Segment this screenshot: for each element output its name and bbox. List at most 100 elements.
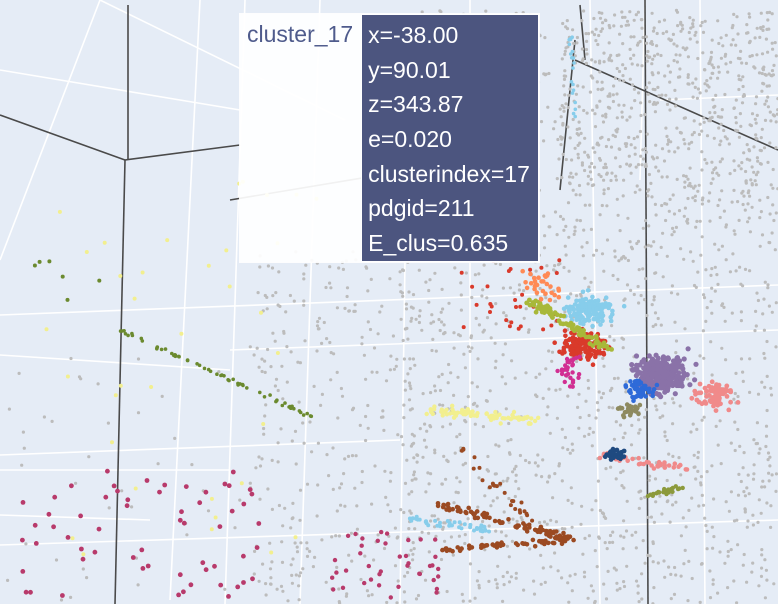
- data-point: [756, 159, 760, 163]
- data-point: [457, 520, 462, 525]
- data-point: [768, 464, 772, 468]
- data-point: [163, 347, 168, 351]
- data-point: [643, 383, 648, 389]
- data-point: [672, 592, 677, 597]
- data-point: [497, 444, 501, 448]
- data-point: [639, 154, 643, 158]
- data-point: [441, 425, 445, 429]
- grid-line: [659, 94, 778, 101]
- data-point: [620, 110, 624, 114]
- data-point: [87, 455, 91, 459]
- data-point: [285, 345, 289, 349]
- data-point: [266, 264, 270, 268]
- data-point: [350, 408, 355, 412]
- data-point: [538, 297, 544, 302]
- data-point: [429, 391, 433, 395]
- data-point: [735, 601, 739, 604]
- data-point: [737, 218, 741, 222]
- data-point: [455, 476, 459, 480]
- data-point: [474, 302, 479, 307]
- data-point: [488, 389, 492, 393]
- data-point: [519, 515, 523, 520]
- data-point: [384, 531, 390, 536]
- data-point: [449, 523, 453, 528]
- data-point: [576, 307, 581, 312]
- data-point: [597, 343, 603, 348]
- data-point: [280, 540, 284, 544]
- data-point: [580, 289, 586, 295]
- data-point: [124, 503, 130, 509]
- data-point: [404, 302, 408, 306]
- data-point: [224, 248, 229, 253]
- data-point: [622, 178, 626, 182]
- data-point: [635, 370, 641, 376]
- data-point: [610, 59, 614, 63]
- data-point: [322, 320, 326, 325]
- data-point: [452, 520, 457, 525]
- data-point: [571, 56, 576, 60]
- data-point: [671, 465, 677, 470]
- data-point: [545, 264, 549, 268]
- data-point: [621, 337, 626, 341]
- data-point: [693, 184, 697, 188]
- data-point: [632, 379, 638, 384]
- data-point: [610, 446, 616, 452]
- data-point: [302, 299, 306, 303]
- data-point: [736, 543, 740, 547]
- data-point: [675, 60, 680, 64]
- data-point: [654, 404, 658, 408]
- data-point: [598, 213, 602, 217]
- data-point: [217, 524, 223, 529]
- data-point: [553, 264, 557, 268]
- data-point: [627, 387, 633, 393]
- data-point: [596, 87, 600, 91]
- data-point: [440, 372, 444, 376]
- data-point: [437, 375, 441, 379]
- data-point: [564, 25, 568, 29]
- data-point: [236, 383, 240, 387]
- data-point: [595, 80, 599, 84]
- data-point: [253, 549, 257, 554]
- data-point: [641, 267, 645, 271]
- data-point: [559, 369, 565, 374]
- data-point: [633, 99, 637, 103]
- data-point: [393, 564, 398, 568]
- data-point: [275, 351, 280, 355]
- data-point: [522, 541, 528, 546]
- data-point: [610, 308, 615, 314]
- data-point: [260, 369, 264, 374]
- data-point: [658, 367, 664, 373]
- data-point: [436, 574, 441, 579]
- data-point: [647, 172, 652, 177]
- data-point: [641, 35, 645, 40]
- data-point: [239, 481, 244, 486]
- data-point: [737, 87, 741, 92]
- data-point: [575, 359, 579, 364]
- data-point: [586, 313, 591, 319]
- data-point: [637, 490, 641, 494]
- box-edge: [124, 144, 241, 161]
- data-point: [757, 584, 761, 588]
- data-point: [574, 193, 578, 197]
- data-point: [590, 362, 596, 368]
- data-point: [636, 163, 641, 167]
- data-point: [695, 219, 699, 223]
- data-point: [562, 109, 566, 113]
- data-point: [417, 314, 422, 318]
- data-point: [81, 567, 85, 571]
- data-point: [686, 73, 690, 77]
- data-point: [723, 319, 727, 323]
- data-point: [268, 541, 272, 545]
- data-point: [739, 310, 744, 314]
- data-point: [229, 508, 235, 514]
- data-point: [328, 340, 332, 345]
- data-point: [500, 542, 506, 548]
- data-point: [637, 268, 641, 272]
- data-point: [766, 105, 771, 109]
- data-point: [475, 404, 479, 408]
- data-point: [532, 579, 536, 583]
- data-point: [743, 267, 748, 271]
- data-point: [462, 522, 467, 527]
